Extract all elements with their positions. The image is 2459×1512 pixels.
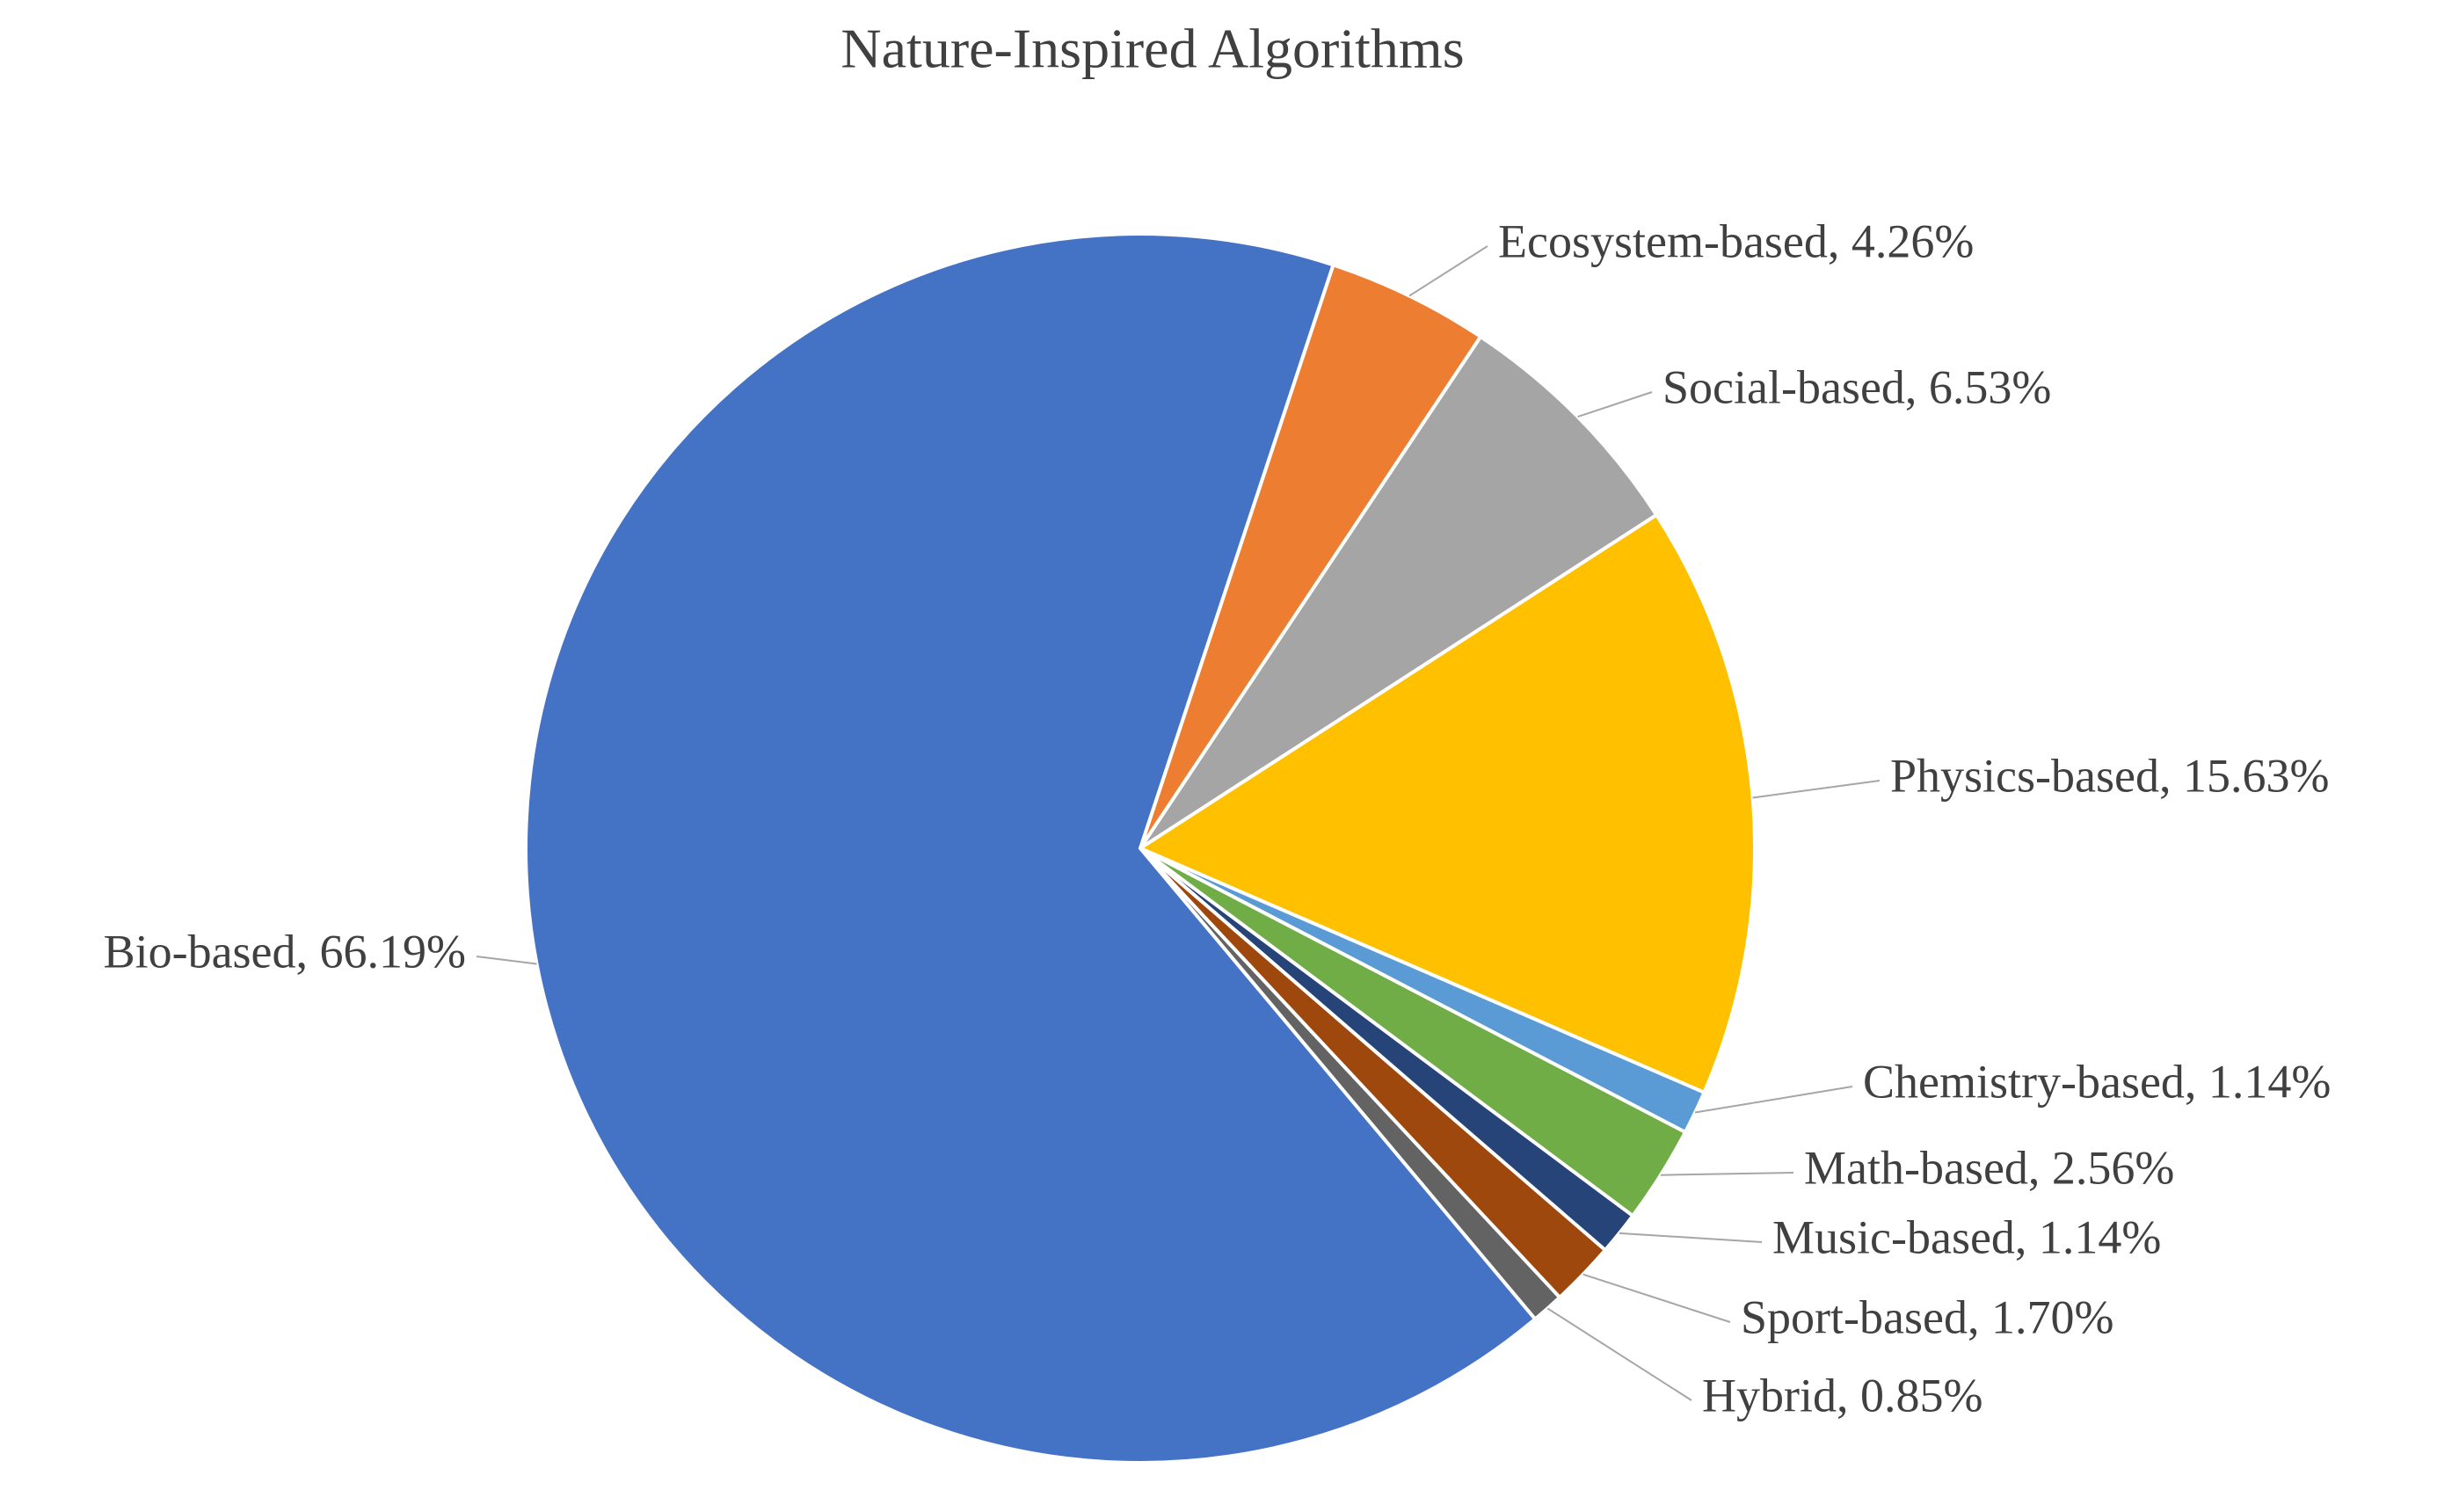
leader-line bbox=[1660, 1172, 1794, 1176]
leader-line bbox=[1546, 1307, 1692, 1401]
leader-line bbox=[1752, 780, 1881, 799]
data-label: Bio-based, 66.19% bbox=[104, 925, 466, 978]
pie-slice bbox=[1139, 262, 1483, 850]
leader-line bbox=[1694, 1086, 1853, 1114]
data-label: Ecosystem-based, 4.26% bbox=[1498, 214, 1974, 267]
leader-line bbox=[1577, 391, 1653, 418]
leader-line bbox=[1619, 1232, 1763, 1243]
data-label: Math-based, 2.56% bbox=[1804, 1141, 2174, 1194]
data-label: Music-based, 1.14% bbox=[1772, 1210, 2161, 1263]
data-label: Physics-based, 15.63% bbox=[1890, 749, 2329, 802]
chart-title: Nature-Inspired Algorithms bbox=[840, 18, 1464, 80]
leader-line bbox=[476, 956, 537, 965]
leader-line bbox=[1582, 1273, 1731, 1323]
data-label: Chemistry-based, 1.14% bbox=[1863, 1055, 2331, 1108]
data-label: Social-based, 6.53% bbox=[1662, 360, 2051, 413]
data-label: Sport-based, 1.70% bbox=[1741, 1290, 2113, 1343]
pie-slice bbox=[523, 232, 1538, 1465]
data-label: Hybrid, 0.85% bbox=[1702, 1369, 1982, 1421]
leader-line bbox=[1408, 245, 1488, 297]
